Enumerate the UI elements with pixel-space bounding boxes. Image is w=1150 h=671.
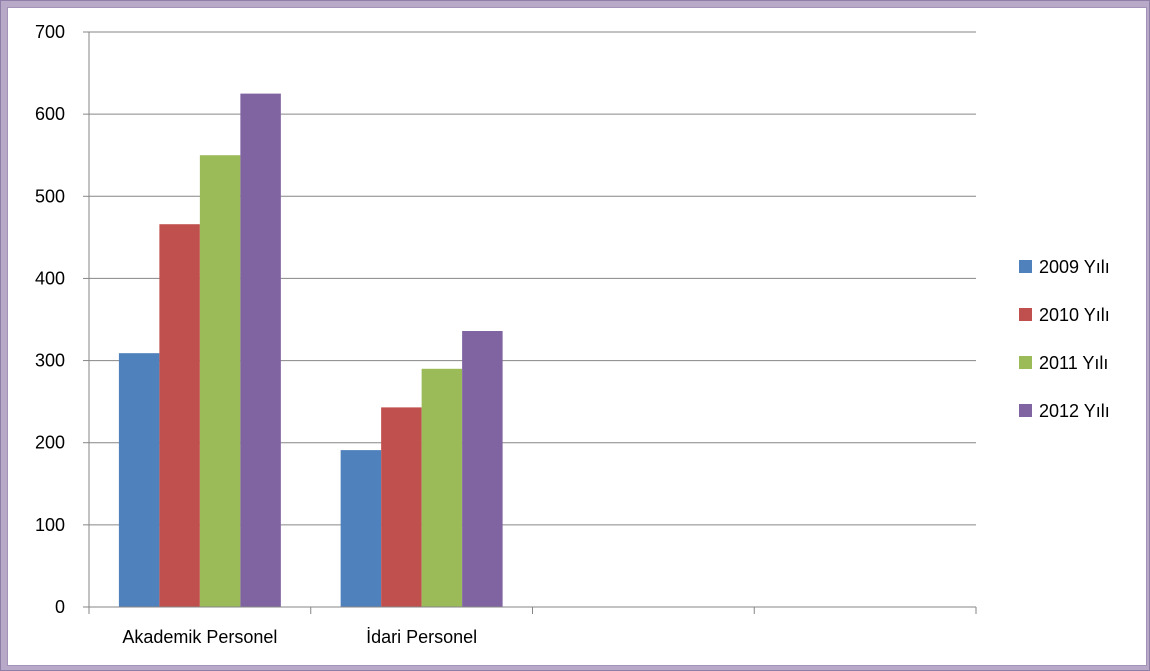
bar-2011-yılı [421,368,463,607]
legend-swatch [1019,308,1032,321]
bar-2010-yılı [159,224,200,607]
y-tick-label: 0 [55,597,65,617]
legend-swatch [1019,404,1032,417]
y-tick-label: 700 [35,22,65,42]
bar-2009-yılı [340,450,382,607]
legend-label: 2011 Yılı [1039,353,1108,373]
y-tick-label: 500 [35,186,65,206]
y-tick-label: 300 [35,351,65,371]
y-tick-label: 600 [35,104,65,124]
x-category-labels: Akademik Personel İdari Personel [122,627,477,647]
legend-swatch [1019,356,1032,369]
x-category-label: Akademik Personel [122,627,277,647]
legend-swatch [1019,260,1032,273]
legend-label: 2012 Yılı [1039,401,1110,421]
legend: 2009 Yılı 2010 Yılı 2011 Yılı 2012 Yılı [1019,257,1110,421]
y-tick-labels: 0 100 200 300 400 500 600 700 [35,22,65,617]
bars [118,93,503,608]
y-tick-label: 200 [35,433,65,453]
y-tick-label: 100 [35,515,65,535]
x-category-label: İdari Personel [366,627,477,647]
y-tick-label: 400 [35,268,65,288]
bar-2010-yılı [381,407,422,607]
bar-2011-yılı [199,155,241,607]
legend-label: 2009 Yılı [1039,257,1110,277]
bar-2012-yılı [240,93,281,608]
legend-label: 2010 Yılı [1039,305,1110,325]
axes [83,31,977,614]
bar-2012-yılı [462,331,503,607]
bar-2009-yılı [118,353,160,607]
